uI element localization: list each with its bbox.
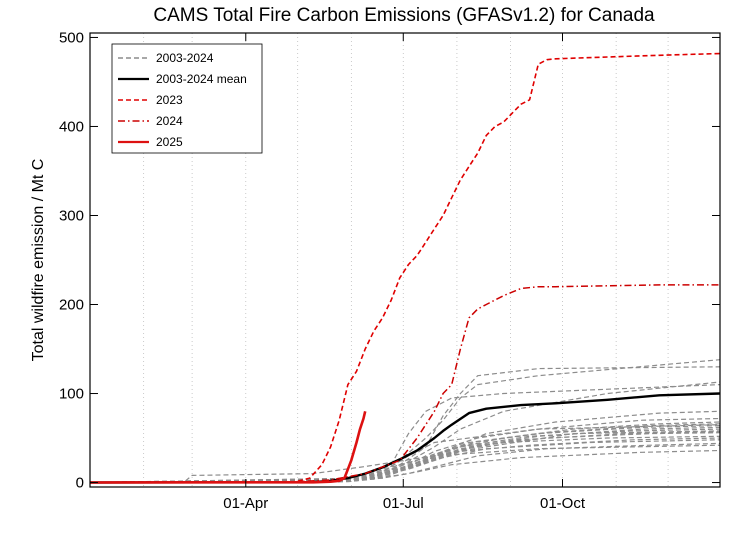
series-line-2003-2024 [89, 366, 721, 484]
legend-label: 2023 [156, 93, 183, 107]
y-tick-label: 200 [59, 297, 84, 314]
series-line-2003-2024 [89, 449, 721, 484]
legend-box [111, 43, 263, 154]
series-line-2003-2024 [89, 359, 721, 484]
series-group-highlight [89, 52, 721, 484]
legend-label: 2003-2024 mean [156, 72, 247, 86]
legend-label: 2003-2024 [156, 51, 214, 65]
legend-label: 2024 [156, 114, 183, 128]
x-tick-label: 01-Apr [223, 495, 268, 512]
series-line-2024 [89, 284, 720, 484]
plot-frame [89, 32, 721, 488]
series-line-2003-2024 [89, 432, 721, 484]
series-line-2025 [89, 411, 367, 484]
series-line-2003-2024 [89, 428, 721, 484]
series-line-2003-2024 [89, 421, 721, 484]
chart-title: CAMS Total Fire Carbon Emissions (GFASv1… [153, 5, 655, 26]
x-tick-label: 01-Oct [540, 495, 586, 512]
y-tick-label: 100 [59, 386, 84, 403]
series-line-2003-2024 [89, 424, 721, 484]
y-tick-label: 300 [59, 207, 84, 224]
series-line-2003-2024 [89, 442, 721, 484]
series-line-2023 [89, 52, 721, 484]
y-tick-label: 500 [59, 29, 84, 46]
series-line-2003-2024 [90, 444, 721, 484]
y-axis-label: Total wildfire emission / Mt C [30, 159, 47, 362]
series-line-2003-2024 [89, 435, 721, 484]
series-line-2003-2024 [89, 417, 721, 484]
chart-axes: 0 100 200 300 400 500 01-Apr 01-Jul 01-Oct [59, 29, 720, 512]
y-tick-label: 0 [76, 475, 84, 492]
series-group-2003-2024 [89, 359, 721, 484]
x-tick-label: 01-Jul [383, 495, 424, 512]
chart-legend: 2003-2024 2003-2024 mean 2023 2024 2025 [111, 43, 263, 154]
legend-label: 2025 [156, 135, 183, 149]
series-line-2003-2024 [89, 437, 721, 484]
y-tick-label: 400 [59, 118, 84, 135]
